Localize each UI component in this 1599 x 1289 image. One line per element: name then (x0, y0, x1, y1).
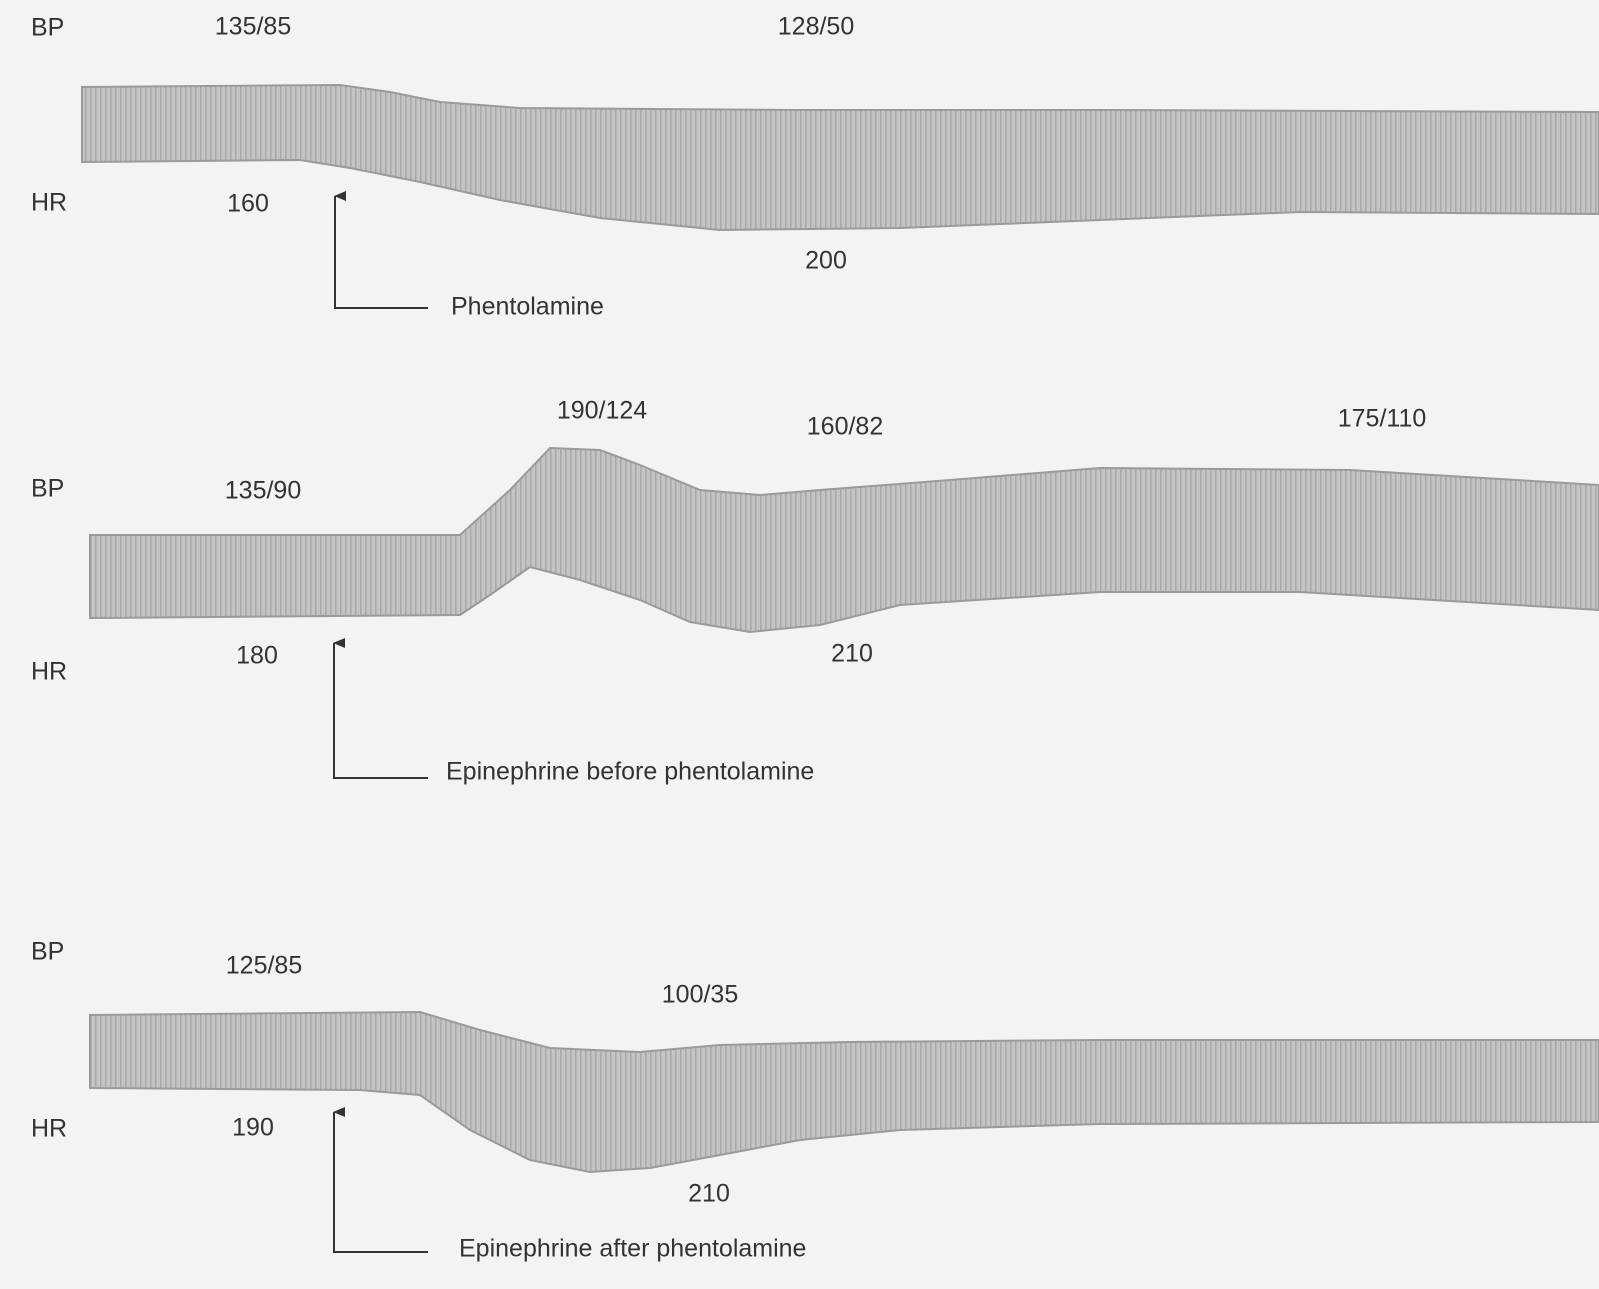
hr-reading: 160 (227, 190, 269, 218)
injection-arrow (333, 1107, 428, 1253)
injection-arrow (334, 191, 428, 309)
hr-reading: 210 (831, 640, 873, 668)
hr-reading: 210 (688, 1180, 730, 1208)
bp-reading: 135/85 (215, 13, 291, 41)
bp-reading: 100/35 (662, 981, 738, 1009)
bp-reading: 175/110 (1338, 405, 1427, 433)
bp-reading: 128/50 (778, 13, 854, 41)
bp-trace (89, 1010, 1599, 1174)
bp-reading: 160/82 (807, 413, 883, 441)
bp-reading: 135/90 (225, 477, 301, 505)
hr-label: HR (31, 658, 67, 686)
bp-trace (81, 83, 1599, 232)
hr-reading: 200 (805, 247, 847, 275)
drug-label: Epinephrine after phentolamine (459, 1235, 806, 1263)
bp-label: BP (31, 475, 64, 503)
drug-label: Epinephrine before phentolamine (446, 758, 814, 786)
hr-reading: 190 (232, 1114, 274, 1142)
bp-label: BP (31, 938, 64, 966)
injection-arrow (333, 638, 428, 779)
hr-reading: 180 (236, 642, 278, 670)
drug-label: Phentolamine (451, 293, 604, 321)
bp-reading: 125/85 (226, 952, 302, 980)
hr-label: HR (31, 1115, 67, 1143)
hr-label: HR (31, 189, 67, 217)
bp-trace (89, 446, 1599, 634)
bp-label: BP (31, 14, 64, 42)
bp-reading: 190/124 (557, 397, 647, 425)
